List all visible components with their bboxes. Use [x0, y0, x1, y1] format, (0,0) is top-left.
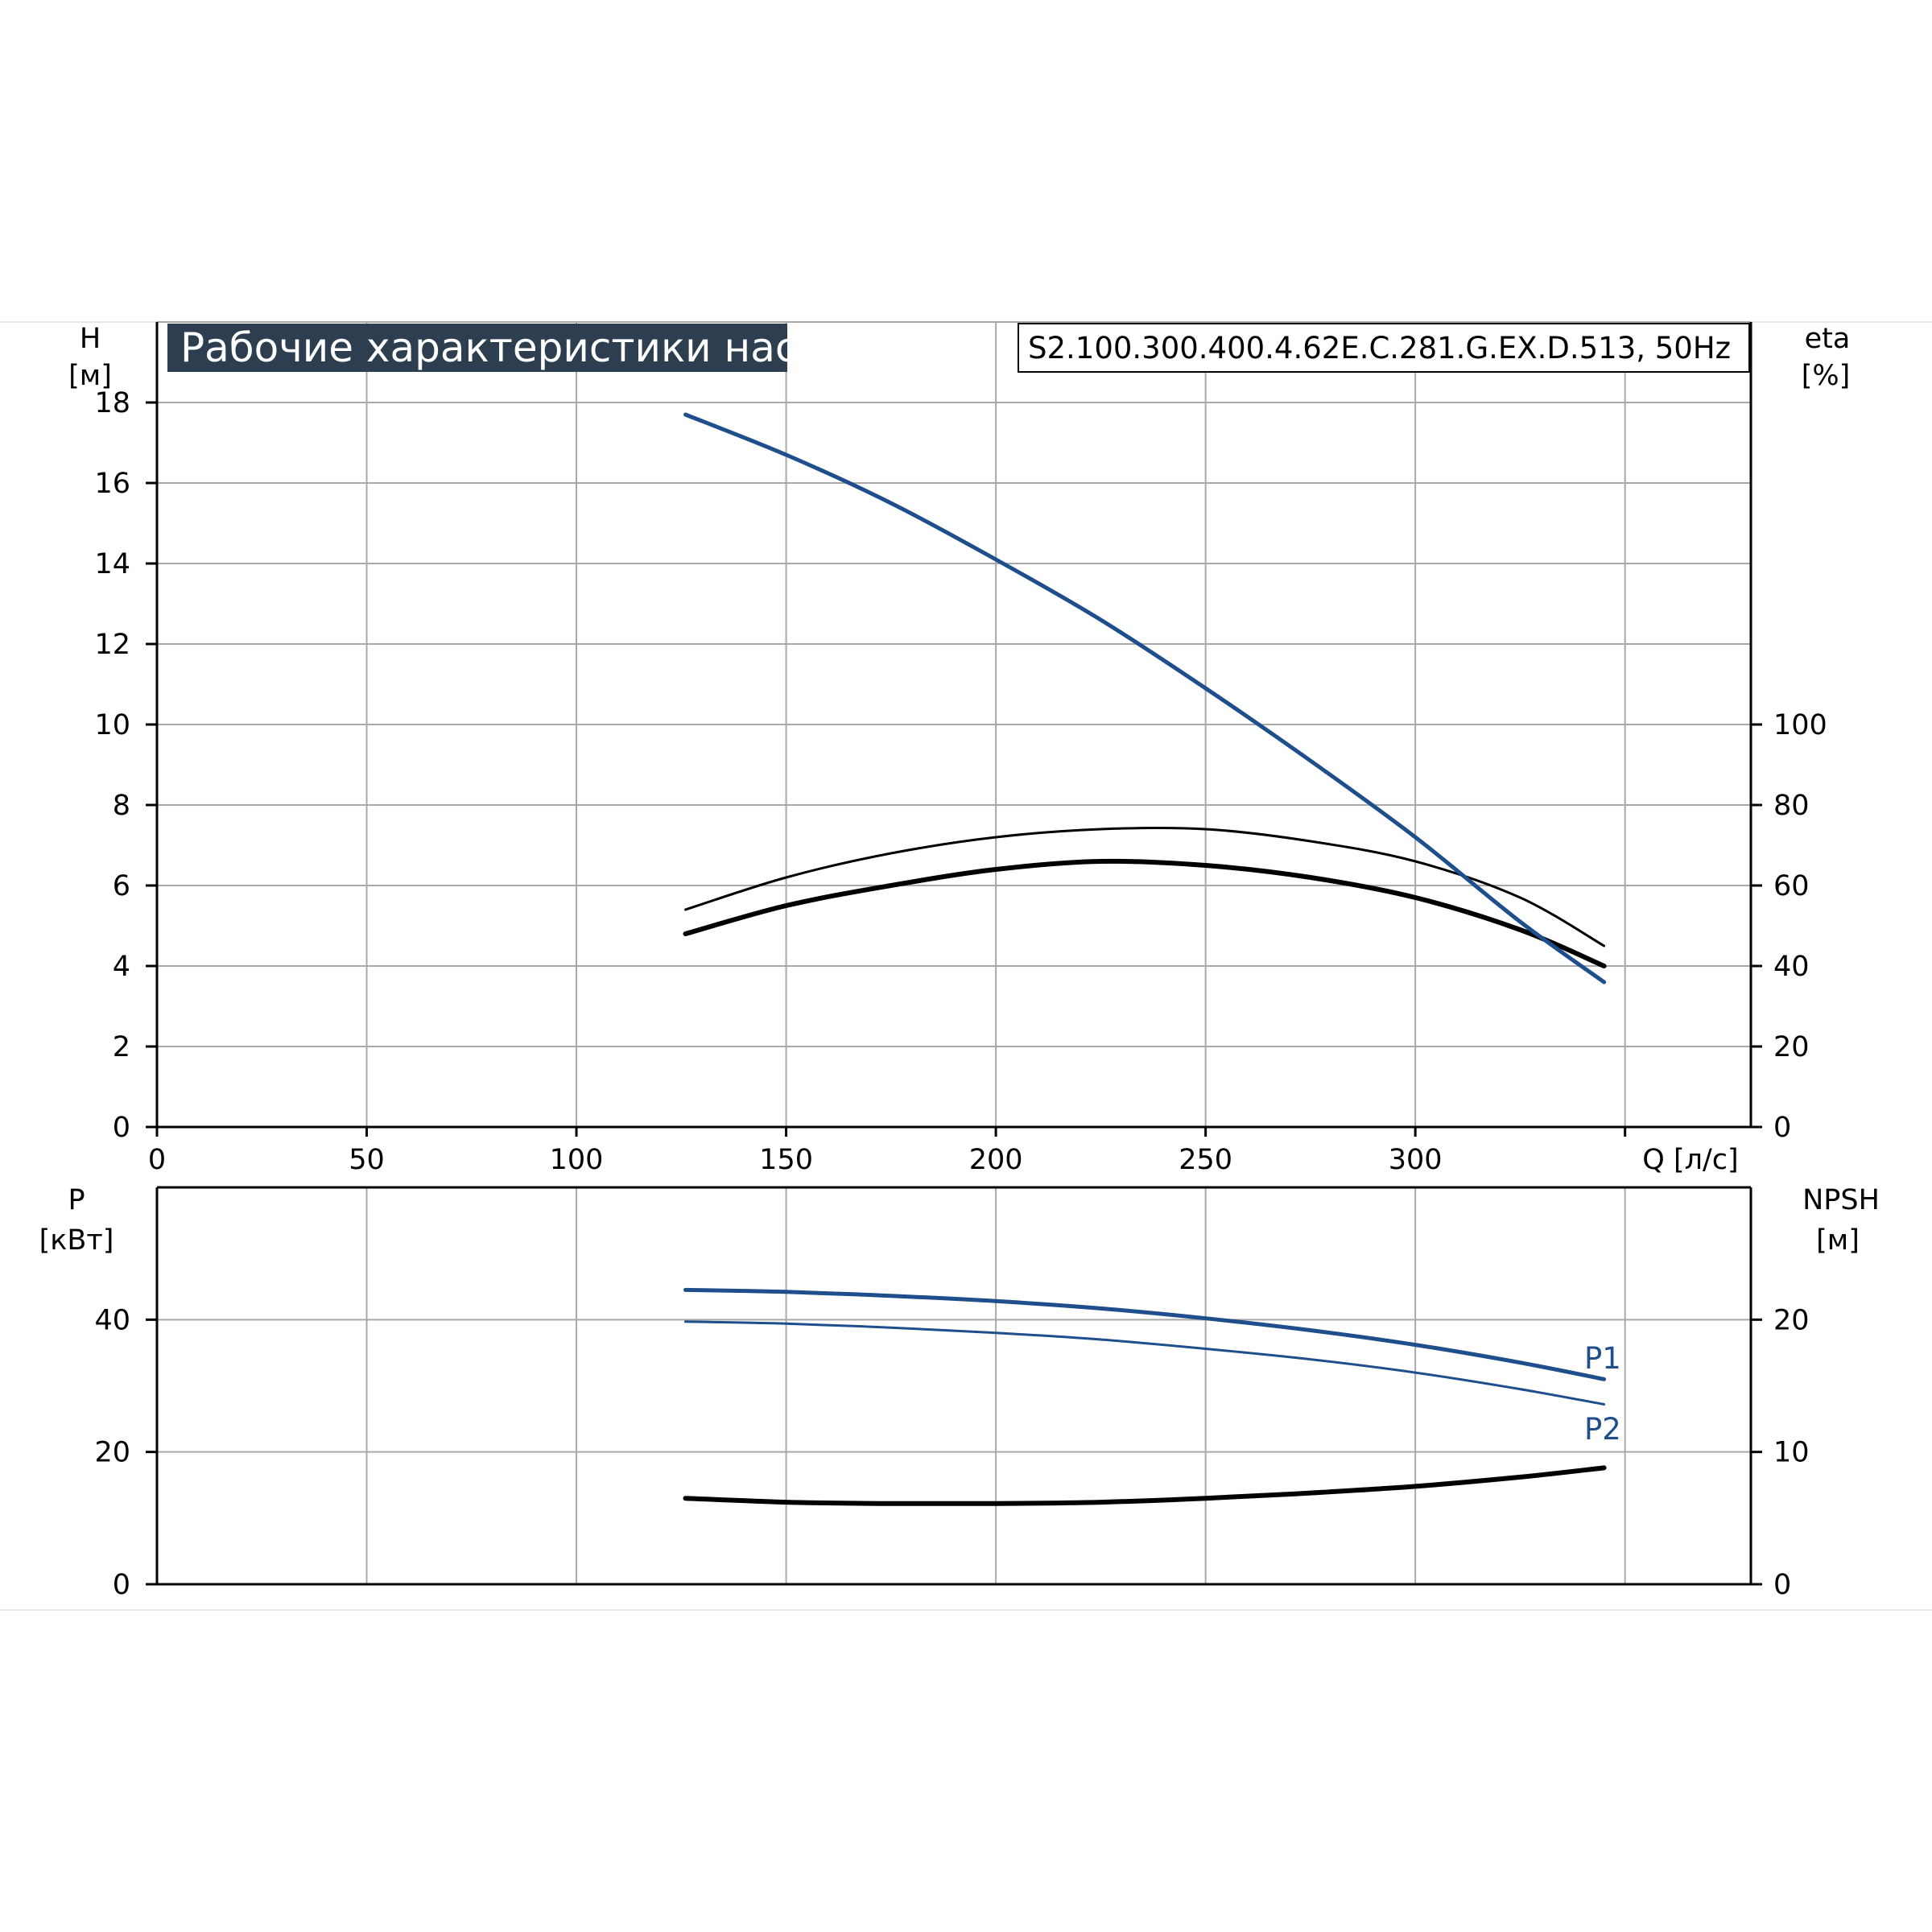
x-tick-label: 300: [1389, 1144, 1443, 1176]
y-axis-unit-p: [кВт]: [39, 1224, 114, 1257]
npsh-tick-label: 20: [1773, 1304, 1810, 1336]
eta-curve-thick: [683, 858, 1607, 968]
y-tick-label: 14: [94, 548, 130, 580]
y-tick-label: 18: [94, 387, 130, 419]
y-tick-label: 16: [94, 468, 130, 500]
tick-marks: [146, 401, 1762, 1586]
y-tick-label: 12: [94, 629, 130, 661]
y2-tick-label: 40: [1773, 951, 1810, 983]
x-tick-label: 50: [349, 1144, 385, 1176]
p-tick-label: 20: [94, 1437, 130, 1469]
y2-axis-unit-npsh: [м]: [1816, 1224, 1860, 1257]
x-tick-label: 250: [1179, 1144, 1232, 1176]
x-tick-label: 100: [550, 1144, 604, 1176]
y2-tick-label: 100: [1773, 709, 1827, 741]
y2-axis-unit-eta: [%]: [1802, 360, 1851, 392]
model-label: S2.100.300.400.4.62E.C.281.G.EX.D.513, 5…: [1028, 331, 1731, 365]
power-curve-p1: [683, 1287, 1607, 1381]
chart-title: Рабочие характеристики насоса: [180, 324, 869, 371]
y-tick-label: 2: [113, 1031, 130, 1063]
tick-labels: 0 50 100 150 200 250 3000246810121416180204060…: [94, 387, 1827, 1601]
y-axis-unit-h: [м]: [68, 360, 112, 392]
npsh-tick-label: 10: [1773, 1437, 1810, 1469]
power-curve-p2: [684, 1320, 1606, 1406]
p-tick-label: 0: [113, 1569, 130, 1601]
eta-curve-thin: [684, 826, 1606, 947]
y-tick-label: 0: [113, 1112, 130, 1144]
y2-axis-label-npsh: NPSH: [1802, 1184, 1880, 1216]
y-axis-label-p: P: [68, 1184, 85, 1216]
y2-tick-label: 80: [1773, 790, 1810, 822]
y2-tick-label: 20: [1773, 1031, 1810, 1063]
upper-grid: [157, 321, 1751, 1127]
y2-axis-label-eta: eta: [1805, 323, 1851, 355]
y2-tick-label: 0: [1773, 1112, 1791, 1144]
npsh-tick-label: 0: [1773, 1569, 1791, 1601]
title-badge: [167, 324, 787, 372]
series-label-p1: P1: [1584, 1341, 1621, 1376]
y-tick-label: 8: [113, 790, 130, 822]
x-tick-label: 150: [759, 1144, 813, 1176]
series-label-p2: P2: [1584, 1412, 1621, 1447]
x-tick-label: 200: [969, 1144, 1023, 1176]
y2-tick-label: 60: [1773, 870, 1810, 902]
y-axis-label-h: H: [80, 323, 101, 355]
lower-grid: [157, 1187, 1751, 1584]
p-tick-label: 40: [94, 1304, 130, 1336]
curves: [683, 412, 1607, 1506]
head-curve: [683, 412, 1607, 985]
npsh-curve: [683, 1465, 1607, 1506]
y-tick-label: 6: [113, 870, 130, 902]
lower-axes: [155, 1186, 1752, 1586]
model-box: [1018, 323, 1750, 373]
y-tick-label: 10: [94, 709, 130, 741]
x-tick-label: 0: [148, 1144, 166, 1176]
y-tick-label: 4: [113, 951, 130, 983]
x-axis-label-q: Q [л/с]: [1642, 1144, 1738, 1176]
